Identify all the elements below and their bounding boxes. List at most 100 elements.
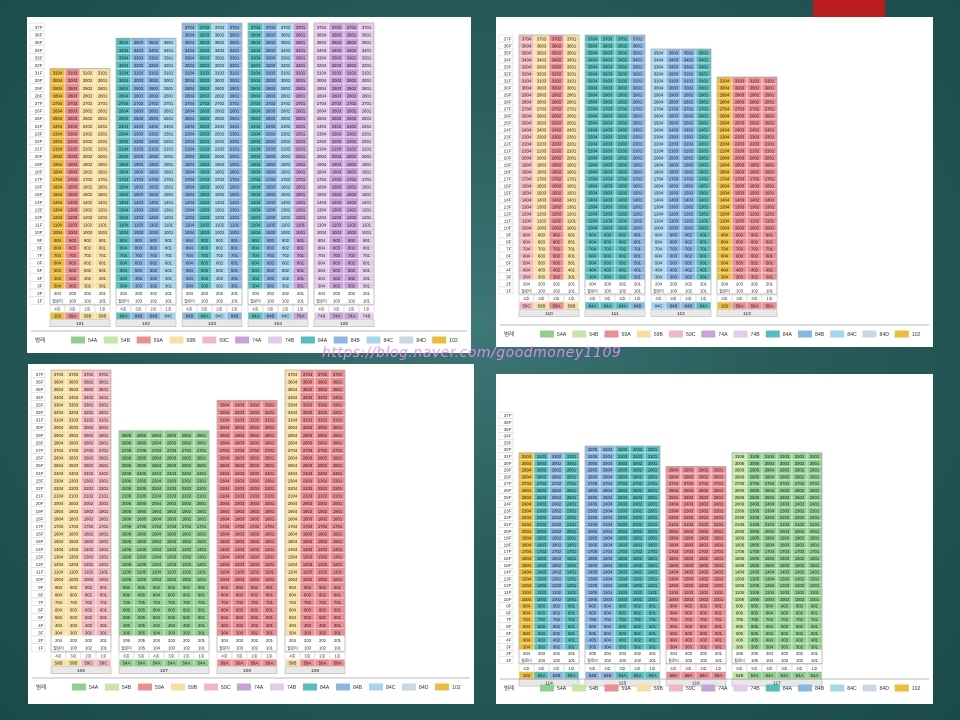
unit-number: 402 [150, 276, 158, 281]
unit-number: 2404 [317, 124, 327, 129]
legend-swatch [572, 330, 587, 338]
unit-number: 3404 [522, 57, 532, 62]
unit-number: 1101 [99, 570, 109, 575]
unit-number: 302 [553, 274, 561, 279]
unit-number: 1304 [720, 204, 730, 209]
unit-number: 1604 [152, 532, 162, 537]
unit-number: 404 [523, 267, 531, 272]
unit-number: 1501 [567, 190, 577, 195]
legend-label: 84D [880, 332, 890, 338]
unit-number: 1403 [200, 200, 210, 205]
unit-number: 805 [589, 610, 597, 615]
unit-number: 1404 [588, 197, 598, 202]
unit-number: 801 [100, 592, 108, 597]
unit-number: 1602 [250, 532, 260, 537]
floor-label: 11F [35, 223, 43, 228]
unit-number: 1401 [164, 200, 174, 205]
unit-number: 3702 [84, 372, 94, 377]
unit-number: 903 [736, 232, 744, 237]
unit-number: 503 [670, 260, 678, 265]
unit-number: 303 [236, 630, 244, 635]
unit-number: 1603 [69, 532, 79, 537]
unit-number: 2602 [281, 109, 291, 114]
unit-number: 1202 [83, 215, 93, 220]
unit-number: 701 [297, 253, 305, 258]
unit-number: 1403 [235, 547, 245, 552]
legend-label: 74A [252, 338, 262, 344]
unit-number: 2902 [552, 468, 562, 473]
unit-number: 801 [568, 239, 576, 244]
unit-number: 1701 [633, 176, 643, 181]
unit-number: 1101 [296, 223, 306, 228]
unit-number: 3102 [281, 71, 291, 76]
unit-number: 1801 [765, 169, 775, 174]
unit-number: 801 [231, 245, 239, 250]
unit-number: 1303 [537, 204, 547, 209]
unit-number: 803 [304, 592, 312, 597]
unit-number: 3302 [149, 55, 159, 60]
unit-number: 304 [523, 644, 531, 649]
unit-number: 2201 [230, 139, 240, 144]
unit-number: 2703 [69, 448, 79, 453]
unit-number: 1601 [197, 532, 207, 537]
floor-label: 35F [35, 40, 43, 45]
unit-number: 2604 [119, 109, 129, 114]
unit-number: 803 [70, 592, 78, 597]
unit-number: 3103 [200, 71, 210, 76]
unit-number: 702 [216, 253, 224, 258]
unit-number: 304 [120, 283, 128, 288]
unit-number: 1601 [99, 532, 109, 537]
unit-number: 1902 [618, 162, 628, 167]
unit-number: 2203 [603, 141, 613, 146]
unit-number: 1002 [84, 577, 94, 582]
unit-number: 901 [100, 585, 108, 590]
unit-number: 902 [751, 232, 759, 237]
unit-number: 1601 [164, 185, 174, 190]
unit-number: 1803 [69, 516, 79, 521]
unit-number: 1305 [137, 554, 147, 559]
unit-number: 1202 [84, 562, 94, 567]
unit-number: 2701 [633, 106, 643, 111]
unit-number: 1404 [288, 547, 298, 552]
unit-number: 904 [221, 585, 229, 590]
unit-number: 1602 [347, 185, 357, 190]
unit-number: 2501 [567, 495, 577, 500]
unit-number: 703 [538, 617, 546, 622]
legend-swatch [171, 683, 185, 691]
type-label: 84A [538, 673, 546, 678]
floor-label: 18F [504, 169, 512, 174]
floor-label: 1F [506, 288, 512, 293]
unit-number: 2204 [522, 515, 532, 520]
unit-number: 1102 [318, 570, 328, 575]
unit-number: 1103 [68, 223, 78, 228]
unit-number: 403 [619, 638, 627, 643]
unit-number: 1004 [654, 225, 664, 230]
unit-number: 1701 [164, 177, 174, 182]
unit-number: 3003 [669, 85, 679, 90]
unit-number: 1203 [303, 562, 313, 567]
legend-label: 59A [155, 685, 165, 691]
unit-number: 1003 [669, 225, 679, 230]
unit-number: 2803 [134, 93, 144, 98]
unit-number: 901 [568, 232, 576, 237]
unit-number: 2304 [152, 478, 162, 483]
unit-number: 2604 [522, 488, 532, 493]
unit-number: 603 [604, 253, 612, 258]
unit-number: 2002 [347, 154, 357, 159]
unit-number: 1302 [618, 204, 628, 209]
legend-label: 84B [815, 332, 825, 338]
floor-label: 32F [35, 63, 43, 68]
unit-number: 1104 [251, 223, 261, 228]
legend-swatch [733, 330, 748, 338]
unit-number: 703 [135, 253, 143, 258]
unit-number: 2503 [235, 463, 245, 468]
unit-number: 2902 [684, 92, 694, 97]
unit-number: 3102 [552, 78, 562, 83]
unit-number: 302 [348, 283, 356, 288]
unit-number: 1703 [669, 176, 679, 181]
unit-number: 3302 [347, 55, 357, 60]
unit-number: 2003 [167, 501, 177, 506]
unit-number: 1802 [215, 169, 225, 174]
unit-number: 1102 [750, 218, 760, 223]
